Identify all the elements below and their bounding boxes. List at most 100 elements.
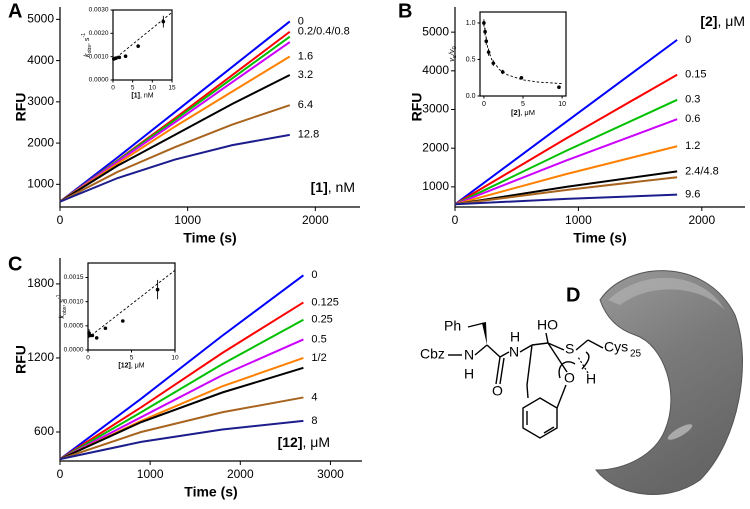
series-label: 1.2: [685, 140, 700, 152]
y-tick-label: 2000: [27, 135, 54, 149]
y-tick-label: 3000: [27, 94, 54, 108]
inset-y-label: kobs, s-1: [81, 33, 93, 57]
atom-label: N: [464, 347, 474, 363]
data-point: [486, 50, 491, 54]
series-label: 6.4: [298, 99, 313, 111]
data-point: [482, 21, 486, 25]
y-tick-label: 0.0030: [89, 7, 109, 14]
inset-frame: [479, 11, 567, 97]
atom-label: HO: [537, 317, 558, 333]
enzyme-highlight: [667, 424, 693, 440]
y-tick-label: 0.0005: [64, 323, 84, 330]
atom-label: H: [510, 329, 520, 345]
x-tick-label: 5: [130, 354, 134, 361]
panel-letter: A: [8, 0, 22, 22]
x-tick-label: 5: [521, 101, 525, 108]
x-axis-label: Time (s): [184, 484, 237, 500]
label-part: [1]: [131, 92, 140, 99]
x-tick-label: 1000: [137, 467, 164, 481]
x-tick-label: 0: [482, 101, 486, 108]
y-tick-label: 2000: [422, 140, 449, 154]
series-label: 12.8: [298, 129, 319, 141]
y-tick-label: 1000: [27, 176, 54, 190]
series-line: [454, 145, 678, 206]
series-label: 0.125: [311, 296, 339, 308]
data-point: [114, 56, 118, 60]
series-line: [59, 318, 304, 461]
series-line: [59, 274, 305, 460]
data-point: [123, 54, 128, 58]
label-part: , μM: [717, 13, 745, 29]
molecule-bonds: [448, 322, 604, 439]
enzyme-highlight: [608, 277, 725, 310]
data-point: [117, 55, 122, 60]
series-label: 4: [311, 391, 317, 403]
data-point: [484, 39, 489, 44]
y-tick-label: 1800: [27, 276, 54, 290]
atom-label: O: [564, 370, 575, 386]
series-line: [59, 357, 304, 461]
fit-line: [112, 11, 173, 61]
series-line: [454, 176, 678, 206]
x-tick-label: 15: [168, 84, 176, 91]
label-part: [2]: [700, 13, 717, 29]
x-axis-label: Time (s): [573, 230, 626, 246]
atom-label: Cbz: [420, 346, 445, 362]
data-point: [90, 333, 95, 338]
fit-line: [87, 269, 176, 339]
x-tick-label: 2000: [688, 213, 715, 227]
inset-x-label: [2], μM: [511, 108, 535, 117]
series-line: [59, 419, 304, 461]
x-tick-label: 3000: [317, 467, 344, 481]
data-point: [491, 61, 496, 65]
x-tick-label: 1000: [565, 213, 592, 227]
panel-letter: B: [398, 0, 412, 22]
x-tick-label: 0: [452, 213, 459, 227]
label-part: , s: [84, 37, 91, 45]
data-point: [103, 326, 108, 331]
x-tick-label: 5: [131, 84, 135, 91]
label-part: obs: [87, 45, 93, 54]
label-part: k: [84, 53, 91, 57]
y-tick-label: 600: [34, 424, 54, 438]
y-tick-label: 0.0000: [64, 347, 84, 354]
y-tick-label: 0.0010: [89, 53, 109, 60]
label-part: 0: [452, 46, 458, 49]
inset-y-label: vs/v0: [447, 46, 459, 62]
data-point: [161, 19, 166, 24]
series-line: [454, 170, 678, 206]
label-part: [12]: [118, 362, 130, 369]
series-line: [59, 20, 291, 203]
x-tick-label: 2000: [302, 213, 329, 227]
series-label: 3.2: [298, 69, 313, 81]
series-line: [59, 338, 304, 461]
label-part: , nM: [328, 179, 355, 195]
atom-label: Cys: [604, 339, 628, 355]
label-part: v: [447, 57, 456, 62]
y-tick-label: 1.0: [466, 20, 476, 27]
x-tick-label: 0: [86, 354, 90, 361]
fit-line: [483, 22, 563, 85]
x-tick-label: 10: [171, 354, 179, 361]
annotation: [1], nM: [311, 179, 355, 195]
series-line: [59, 301, 304, 460]
y-tick-label: 0.0015: [64, 274, 84, 281]
y-tick-label: 4000: [27, 53, 54, 67]
annotation: [2], μM: [700, 13, 745, 29]
y-axis-label: RFU: [13, 93, 29, 122]
y-tick-label: 1200: [27, 350, 54, 364]
label-part: , nM: [140, 92, 154, 99]
atom-label: 25: [630, 349, 642, 360]
label-part: , μM: [520, 108, 535, 117]
data-point: [519, 75, 524, 80]
annotation: [12], μM: [278, 434, 330, 450]
label-part: -1: [81, 33, 87, 38]
series-line: [454, 39, 678, 206]
atom-label: O: [492, 383, 503, 399]
series-line: [454, 118, 678, 206]
data-point: [557, 85, 561, 90]
atom-label: S: [565, 341, 574, 357]
panel-d: D P: [420, 270, 743, 495]
x-tick-label: 0: [57, 213, 64, 227]
y-tick-label: 5000: [422, 24, 449, 38]
